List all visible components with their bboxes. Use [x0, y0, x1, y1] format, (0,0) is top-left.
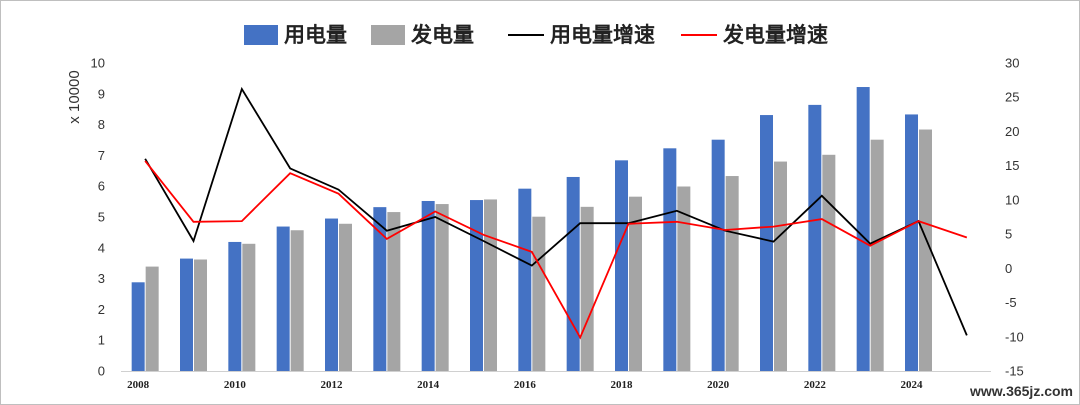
bar-consumption: [760, 115, 773, 371]
bar-consumption: [228, 241, 242, 371]
bar-generation: [242, 243, 256, 371]
bar-generation: [580, 206, 594, 371]
y-left-axis-label: x 10000: [66, 70, 83, 123]
y-left-tick-label: 3: [98, 271, 105, 286]
watermark: www.365jz.com: [951, 379, 1075, 401]
x-tick-label: 2012: [321, 379, 344, 391]
x-axis: 2008 2010 2012 2014 2016 2018 2020 2022 2024: [121, 371, 991, 391]
bar-generation: [145, 266, 159, 371]
y-left-tick-label: 9: [98, 86, 105, 101]
bar-consumption: [421, 200, 435, 371]
bar-generation: [822, 154, 836, 371]
y-right-tick-label: -5: [1005, 295, 1017, 310]
y-left-tick-label: 2: [98, 302, 105, 317]
bar-generation: [339, 223, 352, 371]
line-generation-growth: [144, 160, 968, 340]
y-left-tick-label: 0: [98, 364, 105, 379]
bar-consumption: [905, 114, 918, 371]
y-right-tick-label: 10: [1005, 192, 1019, 207]
bar-generation: [629, 196, 642, 371]
x-tick-label: 2018: [611, 379, 634, 391]
y-left-tick-label: 4: [98, 240, 105, 255]
bar-generation: [435, 204, 449, 371]
y-right-tick-label: 30: [1005, 56, 1019, 71]
bar-generation: [774, 161, 787, 371]
bar-generation: [677, 186, 691, 371]
y-left-ticks: 0 1 2 3 4 5 6 7 8 9 10: [91, 56, 105, 379]
bar-generation: [532, 216, 546, 371]
bar-consumption: [276, 226, 290, 371]
x-tick-label: 2008: [127, 379, 150, 391]
x-tick-label: 2020: [707, 379, 730, 391]
legend: 用电量 发电量 用电量增速 发电量增速: [244, 23, 828, 47]
bar-generation: [387, 212, 401, 371]
x-tick-label: 2016: [514, 379, 537, 391]
bar-generation: [870, 139, 884, 371]
y-right-ticks: -15 -10 -5 0 5 10 15 20 25 30: [1005, 56, 1024, 379]
y-left-tick-label: 8: [98, 117, 105, 132]
x-tick-label: 2024: [901, 379, 924, 391]
y-left-tick-label: 6: [98, 179, 105, 194]
bar-generation: [484, 199, 497, 371]
bar-consumption: [566, 176, 580, 371]
y-right-tick-label: 20: [1005, 124, 1019, 139]
bar-generation: [290, 230, 304, 371]
bar-consumption: [470, 200, 483, 371]
legend-label: 发电量增速: [722, 23, 828, 47]
y-right-tick-label: 0: [1005, 261, 1012, 276]
x-tick-label: 2022: [804, 379, 827, 391]
bar-consumption: [180, 258, 193, 371]
y-right-tick-label: -10: [1005, 329, 1024, 344]
legend-swatch: [371, 25, 405, 45]
legend-label: 用电量: [284, 23, 347, 47]
y-left-tick-label: 5: [98, 210, 105, 225]
legend-label: 发电量: [410, 23, 474, 47]
y-right-tick-label: 15: [1005, 158, 1019, 173]
bar-consumption: [856, 87, 870, 372]
bar-consumption: [131, 282, 145, 371]
bar-generation: [919, 129, 932, 371]
y-left-tick-label: 1: [98, 333, 105, 348]
bar-consumption: [373, 207, 387, 371]
lines: [144, 86, 968, 340]
y-left-tick-label: 10: [91, 56, 105, 71]
line-consumption-growth: [144, 86, 968, 336]
y-left-tick-label: 7: [98, 148, 105, 163]
bar-consumption: [325, 218, 338, 371]
y-right-tick-label: 25: [1005, 90, 1019, 105]
legend-label: 用电量增速: [550, 23, 655, 47]
watermark-text: www.365jz.com: [969, 383, 1073, 399]
bars: [131, 87, 932, 372]
bar-consumption: [808, 104, 822, 371]
bar-consumption: [711, 139, 725, 371]
x-tick-label: 2010: [224, 379, 247, 391]
x-tick-label: 2014: [417, 379, 440, 391]
bar-generation: [725, 176, 739, 371]
bar-consumption: [663, 148, 677, 371]
y-right-tick-label: 5: [1005, 227, 1012, 242]
bar-generation: [194, 259, 207, 371]
y-right-tick-label: -15: [1005, 364, 1024, 379]
bar-consumption: [518, 188, 532, 371]
bar-consumption: [615, 160, 628, 371]
legend-swatch: [244, 25, 278, 45]
